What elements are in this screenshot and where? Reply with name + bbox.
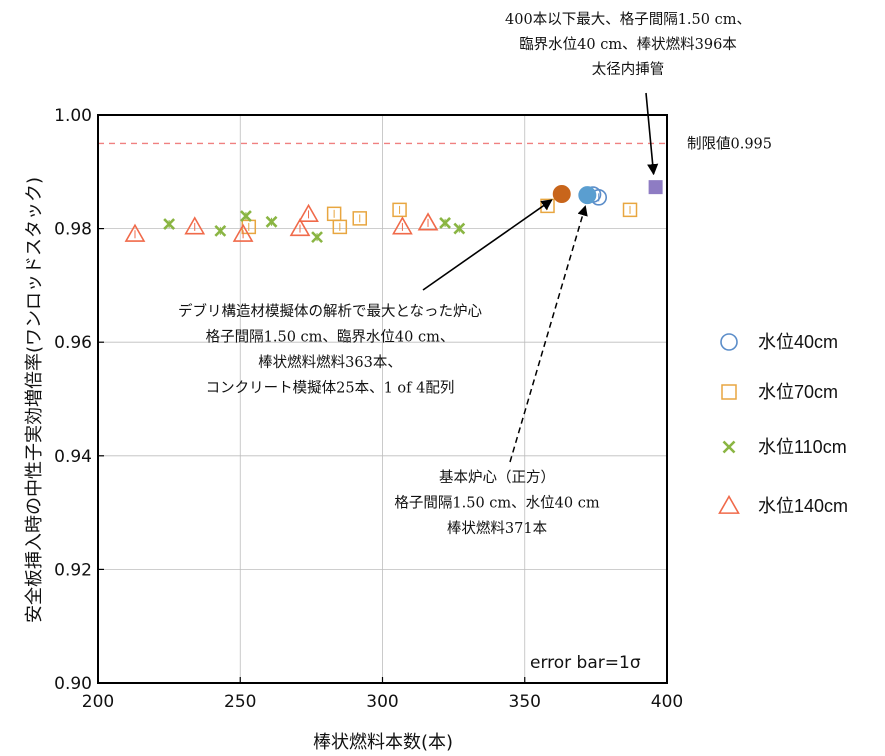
data-point-triangle	[417, 212, 439, 231]
limit-line-group: 制限値0.995	[98, 135, 772, 152]
data-point-x	[163, 218, 176, 230]
annotation-line-max400: 太径内挿管	[592, 61, 665, 78]
y-tick-label: 0.98	[54, 220, 92, 240]
data-point-triangle	[124, 223, 146, 242]
x-mark-stroke	[311, 231, 323, 244]
arrow-max400	[645, 92, 659, 176]
data-point-square	[392, 202, 407, 218]
legend-label: 水位70cm	[758, 382, 838, 402]
legend: 水位40cm 水位70cm 水位110cm 水位140cm	[718, 332, 848, 516]
y-axis-title: 安全板挿入時の中性子実効増倍率(ワンロッドスタック)	[24, 177, 45, 623]
axis-titles: 棒状燃料本数(本) 安全板挿入時の中性子実効増倍率(ワンロッドスタック)	[24, 177, 453, 753]
legend-label: 水位40cm	[758, 332, 838, 352]
data-point-triangle	[298, 203, 319, 222]
annotation-line-basic: 格子間隔1.50 cm、水位40 cm	[394, 495, 599, 512]
data-point-x	[311, 231, 323, 244]
legend-item: 水位110cm	[722, 437, 847, 457]
annotation-line-basic: 棒状燃料371本	[447, 519, 547, 537]
y-tick-label: 0.92	[54, 560, 92, 580]
data-point-triangle	[232, 223, 254, 242]
legend-item: 水位40cm	[720, 332, 838, 352]
data-point-x	[214, 224, 227, 237]
x-mark-stroke	[163, 218, 176, 230]
legend-label: 水位110cm	[758, 437, 847, 457]
error-bar-note: error bar=1σ	[530, 653, 641, 673]
y-tick-label: 0.94	[54, 447, 92, 467]
annotation-line-max400: 400本以下最大、格子間隔1.50 cm、	[505, 11, 751, 28]
data-point-triangle	[289, 217, 311, 237]
highlight-point-circle	[578, 186, 597, 205]
annotation-arrows	[422, 92, 659, 463]
data-point-x	[240, 210, 252, 223]
highlight-point-circle	[552, 184, 571, 203]
y-tick-label: 0.96	[54, 333, 92, 353]
limit-line-label: 制限値0.995	[687, 135, 772, 152]
x-mark-stroke	[240, 210, 252, 223]
x-axis-title: 棒状燃料本数(本)	[313, 732, 453, 753]
annotation-line-debris: デブリ構造材模擬体の解析で最大となった炉心	[178, 302, 482, 320]
data-point-square	[622, 202, 638, 218]
data-point-square	[721, 384, 737, 400]
annotation-line-debris: 格子間隔1.50 cm、臨界水位40 cm、	[206, 329, 455, 346]
y-tick-label: 0.90	[54, 674, 92, 694]
data-point-triangle	[392, 216, 413, 235]
x-mark-stroke	[265, 215, 278, 228]
x-tick-label: 200	[82, 692, 114, 712]
x-mark-stroke	[453, 222, 466, 235]
data-point-square	[332, 219, 348, 235]
data-point-triangle	[184, 216, 206, 235]
data-point-square	[352, 211, 367, 226]
y-tick-label: 1.00	[54, 106, 92, 126]
x-tick-label: 250	[224, 692, 256, 712]
annotation-line-debris: 棒状燃料燃料363本、	[258, 353, 402, 371]
annotation-line-basic: 基本炉心（正方）	[439, 469, 555, 486]
data-point-x	[439, 217, 452, 229]
x-mark-stroke	[214, 224, 227, 237]
data-points	[124, 180, 663, 244]
x-mark-stroke	[439, 217, 452, 229]
annotation-line-debris: コンクリート模擬体25本、1 of 4配列	[206, 380, 455, 397]
tick-labels: 200 250 300 350 400 0.90 0.92 0.94 0.96 0.98 1.00	[54, 106, 683, 712]
data-point-circle	[720, 333, 738, 351]
x-tick-label: 400	[651, 692, 683, 712]
legend-item: 水位70cm	[721, 382, 838, 402]
arrow-debris	[422, 199, 553, 291]
legend-label: 水位140cm	[758, 496, 848, 516]
data-point-x	[722, 440, 736, 454]
legend-item: 水位140cm	[718, 494, 848, 516]
highlight-point-square	[648, 180, 663, 195]
data-point-x	[453, 222, 466, 235]
annotations: 400本以下最大、格子間隔1.50 cm、臨界水位40 cm、棒状燃料396本太…	[178, 11, 751, 537]
data-point-x	[265, 215, 278, 228]
x-tick-label: 350	[509, 692, 541, 712]
annotation-line-max400: 臨界水位40 cm、棒状燃料396本	[519, 35, 737, 53]
data-point-triangle	[718, 494, 740, 514]
x-tick-label: 300	[366, 692, 398, 712]
x-mark-stroke	[722, 440, 736, 454]
arrow-basic	[509, 205, 588, 463]
